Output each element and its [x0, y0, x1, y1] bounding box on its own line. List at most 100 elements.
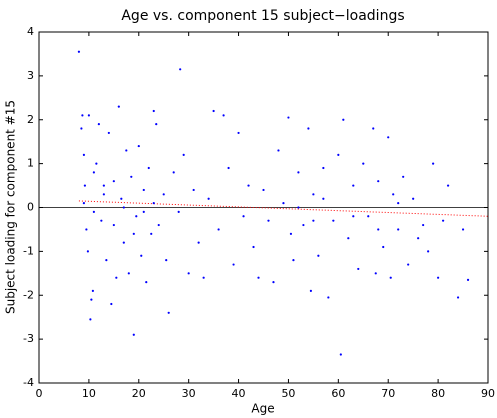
- point: [152, 202, 155, 205]
- point: [115, 276, 118, 279]
- point: [127, 272, 130, 275]
- x-tick-label: 0: [36, 387, 43, 400]
- point: [446, 184, 450, 187]
- point: [112, 180, 115, 183]
- point: [207, 197, 210, 200]
- point: [437, 276, 440, 279]
- point: [307, 127, 310, 130]
- point: [297, 206, 300, 209]
- x-tick-label: 70: [381, 387, 395, 400]
- point: [187, 272, 190, 275]
- x-tick-label: 80: [431, 387, 445, 400]
- point: [85, 228, 88, 231]
- point: [120, 197, 123, 200]
- point: [77, 50, 81, 53]
- point: [312, 219, 315, 222]
- point: [392, 193, 395, 196]
- point: [389, 276, 392, 279]
- trend-line: [78, 200, 489, 217]
- point: [387, 136, 390, 139]
- point: [377, 228, 380, 231]
- point: [242, 215, 245, 218]
- point: [122, 206, 125, 209]
- point: [407, 263, 410, 266]
- point: [347, 237, 350, 240]
- point: [332, 219, 335, 222]
- point: [147, 166, 150, 170]
- point: [312, 193, 315, 196]
- point: [152, 109, 155, 113]
- x-tick-label: 90: [481, 387, 495, 400]
- point: [140, 254, 143, 257]
- point: [117, 105, 120, 108]
- point: [157, 223, 160, 227]
- point: [297, 171, 300, 174]
- y-tick-label: 4: [27, 25, 34, 38]
- point: [81, 114, 84, 117]
- point: [92, 171, 95, 174]
- point: [82, 153, 85, 156]
- point: [162, 193, 165, 196]
- x-tick-label: 30: [182, 387, 196, 400]
- point: [402, 175, 405, 178]
- x-axis-label: Age: [251, 402, 274, 416]
- point: [422, 223, 425, 227]
- point: [342, 118, 345, 121]
- point: [83, 184, 86, 187]
- point: [237, 131, 240, 135]
- point: [179, 68, 182, 71]
- point: [142, 210, 145, 213]
- point: [167, 311, 170, 314]
- point: [132, 333, 135, 336]
- point: [110, 302, 113, 306]
- point: [222, 114, 225, 117]
- point: [377, 180, 380, 183]
- point: [80, 127, 83, 130]
- point: [95, 162, 98, 165]
- x-tick-label: 20: [132, 387, 146, 400]
- x-tick-label: 40: [232, 387, 246, 400]
- point: [466, 278, 470, 281]
- y-tick-label: 3: [27, 69, 34, 82]
- point: [337, 153, 340, 156]
- point: [217, 228, 220, 231]
- y-tick-label: -2: [23, 288, 34, 301]
- y-tick-label: 2: [27, 113, 34, 126]
- point: [125, 149, 128, 152]
- point: [165, 259, 168, 262]
- point: [102, 184, 105, 187]
- point: [137, 144, 140, 148]
- point: [322, 166, 325, 170]
- point: [192, 188, 195, 192]
- y-tick-label: 0: [27, 201, 34, 214]
- point: [122, 241, 125, 244]
- point: [357, 267, 360, 271]
- point: [417, 237, 420, 240]
- point: [177, 210, 180, 213]
- point: [155, 123, 158, 126]
- y-tick-label: 1: [27, 157, 34, 170]
- point: [456, 296, 460, 299]
- point: [277, 149, 280, 152]
- point: [91, 289, 94, 292]
- point: [142, 188, 145, 192]
- point: [182, 153, 185, 156]
- point: [102, 193, 105, 196]
- point: [427, 250, 430, 253]
- point: [150, 232, 153, 235]
- point: [107, 131, 110, 135]
- y-tick-label: -1: [23, 244, 34, 257]
- point: [105, 259, 108, 262]
- point: [97, 123, 100, 126]
- y-axis-label: Subject loading for component #15: [4, 100, 18, 314]
- point: [257, 276, 260, 279]
- point: [112, 223, 115, 227]
- point: [232, 263, 235, 266]
- x-tick-label: 50: [281, 387, 295, 400]
- point: [339, 353, 342, 356]
- point: [442, 219, 445, 222]
- point: [461, 228, 465, 231]
- point: [202, 276, 205, 279]
- point: [287, 116, 290, 119]
